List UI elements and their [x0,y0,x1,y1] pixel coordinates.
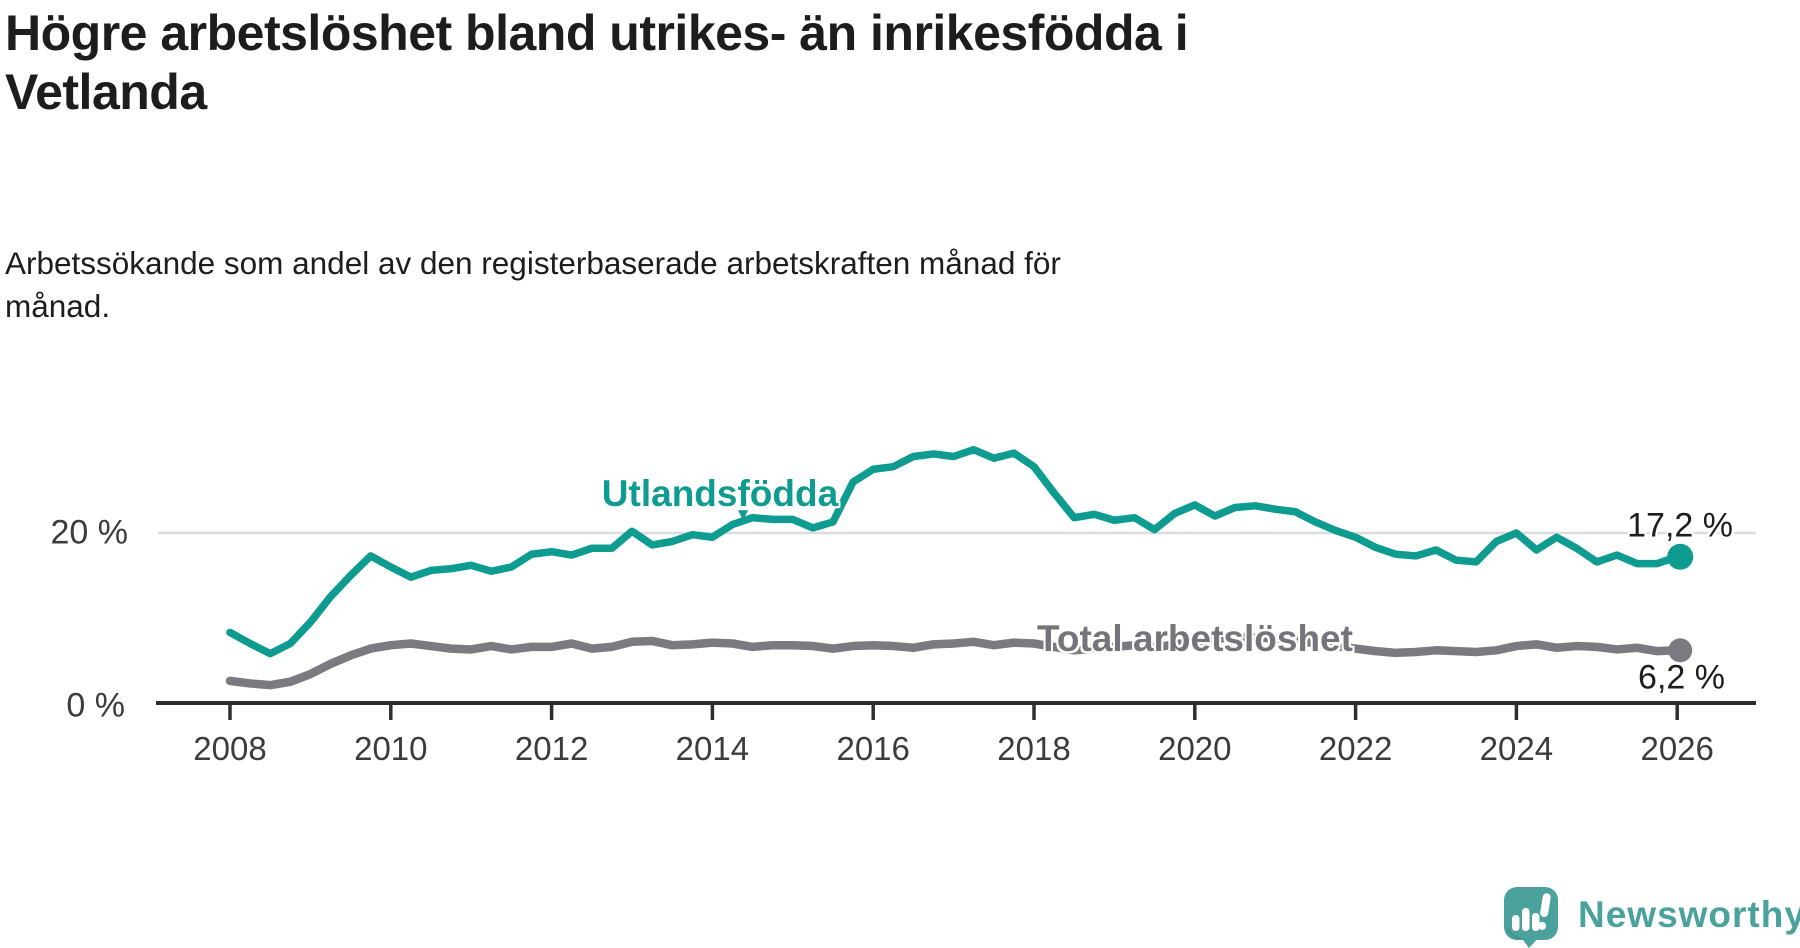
newsworthy-logo-icon [1504,887,1558,948]
chart-subtitle: Arbetssökande som andel av den registerb… [5,245,1061,325]
x-axis-label-2020: 2020 [1158,730,1232,767]
series-end-dot-total [1668,638,1693,663]
x-axis-label-2008: 2008 [193,730,267,767]
series-label-total: Total arbetslöshet [1037,618,1353,659]
value-label-total: 6,2 % [1638,658,1725,697]
x-axis-label-2014: 2014 [675,730,750,767]
label-pointer-icon: ▼ [734,505,752,524]
x-axis-label-2018: 2018 [997,730,1071,767]
y-axis-label-0: 0 % [66,686,125,725]
series-end-dot-utlandsfodda [1667,543,1694,570]
series-label-utlandsfodda: Utlandsfödda [601,473,839,514]
value-label-utlandsfodda: 17,2 % [1627,506,1733,545]
x-axis-label-2016: 2016 [836,730,910,767]
series-line-total [225,632,1682,690]
x-axis-label-2026: 2026 [1640,730,1714,767]
x-axis-label-2024: 2024 [1479,730,1554,767]
x-axis-label-2012: 2012 [514,730,589,767]
chart-title: Högre arbetslöshet bland utrikes- än inr… [5,5,1189,120]
series-line-utlandsfodda [226,445,1681,658]
x-axis-label-2022: 2022 [1318,730,1393,767]
y-axis-label-20: 20 % [50,513,129,552]
newsworthy-logo: Newsworthy [1503,886,1800,948]
x-axis-label-2010: 2010 [354,730,428,767]
newsworthy-logo-text: Newsworthy [1578,894,1800,935]
